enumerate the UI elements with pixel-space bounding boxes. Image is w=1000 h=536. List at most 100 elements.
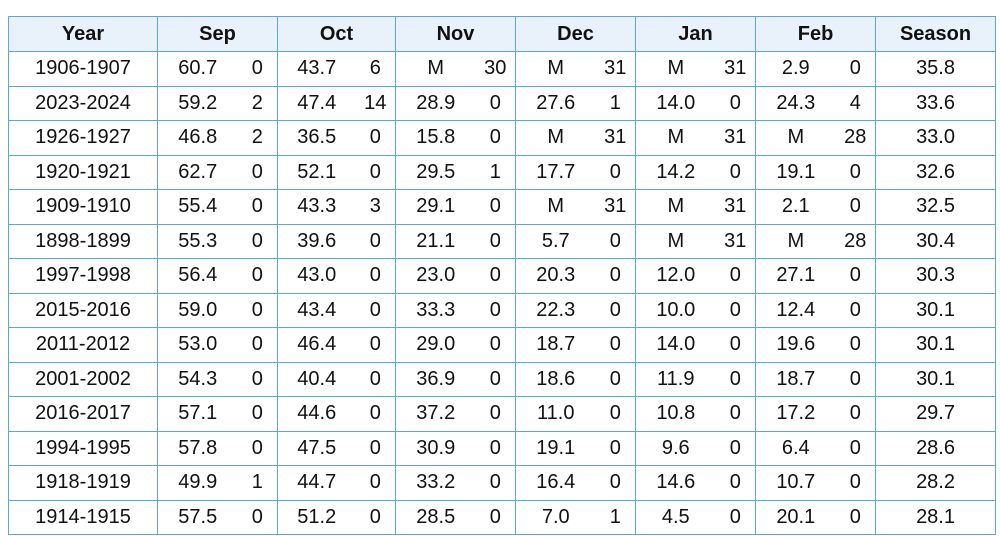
- data-row: 1906-1907 60.7 0 43.7 6 M 30 M 31 M 31 2.9 0 35.8: [8, 51, 997, 87]
- season-cell: 32.5: [875, 189, 997, 225]
- days-cell: 1: [595, 85, 637, 121]
- year-cell: 1898-1899: [8, 223, 158, 259]
- snowfall-cell: 5.7: [515, 223, 596, 259]
- days-cell: 0: [595, 327, 637, 363]
- days-cell: 0: [475, 258, 517, 294]
- year-cell: 1920-1921: [8, 154, 158, 190]
- days-cell: 0: [237, 396, 278, 432]
- snowfall-cell: 28.9: [395, 85, 476, 121]
- days-cell: 0: [595, 258, 637, 294]
- days-cell: 0: [595, 396, 637, 432]
- days-cell: 4: [835, 85, 877, 121]
- days-cell: 1: [595, 499, 637, 535]
- data-row: 1909-1910 55.4 0 43.3 3 29.1 0 M 31 M 31 2.1 0 32.5: [8, 189, 997, 225]
- snowfall-cell: 59.0: [157, 292, 238, 328]
- snowfall-cell: 7.0: [515, 499, 596, 535]
- snowfall-cell: 27.6: [515, 85, 596, 121]
- header-cell: Season: [875, 16, 997, 52]
- days-cell: 0: [595, 361, 637, 397]
- days-cell: 0: [237, 154, 278, 190]
- snowfall-cell: 43.7: [277, 51, 356, 87]
- days-cell: 0: [355, 258, 396, 294]
- days-cell: 31: [595, 120, 637, 156]
- snowfall-cell: 30.9: [395, 430, 476, 466]
- days-cell: 0: [475, 361, 517, 397]
- days-cell: 0: [475, 465, 517, 501]
- days-cell: 0: [715, 85, 757, 121]
- days-cell: 0: [355, 292, 396, 328]
- snowfall-cell: 18.7: [755, 361, 836, 397]
- snowfall-cell: 15.8: [395, 120, 476, 156]
- days-cell: 0: [715, 465, 757, 501]
- days-cell: 0: [835, 327, 877, 363]
- header-cell: Oct: [277, 16, 396, 52]
- table-body: 1906-1907 60.7 0 43.7 6 M 30 M 31 M 31 2.9 0 35.8 2023…: [8, 51, 997, 535]
- snowfall-cell: 56.4: [157, 258, 238, 294]
- snowfall-cell: 44.7: [277, 465, 356, 501]
- snowfall-cell: 60.7: [157, 51, 238, 87]
- days-cell: 30: [475, 51, 517, 87]
- days-cell: 2: [237, 120, 278, 156]
- year-cell: 2016-2017: [8, 396, 158, 432]
- year-cell: 2015-2016: [8, 292, 158, 328]
- days-cell: 0: [237, 430, 278, 466]
- days-cell: 0: [355, 465, 396, 501]
- days-cell: 0: [355, 396, 396, 432]
- days-cell: 0: [715, 327, 757, 363]
- snowfall-cell: 6.4: [755, 430, 836, 466]
- snowfall-cell: 57.1: [157, 396, 238, 432]
- days-cell: 0: [835, 51, 877, 87]
- snowfall-cell: 43.4: [277, 292, 356, 328]
- snowfall-cell: 19.1: [515, 430, 596, 466]
- snowfall-cell: 54.3: [157, 361, 238, 397]
- snowfall-cell: 12.0: [635, 258, 716, 294]
- snowfall-cell: 53.0: [157, 327, 238, 363]
- days-cell: 0: [355, 327, 396, 363]
- days-cell: 0: [835, 499, 877, 535]
- days-cell: 0: [835, 430, 877, 466]
- days-cell: 0: [835, 154, 877, 190]
- snowfall-cell: 9.6: [635, 430, 716, 466]
- data-row: 1920-1921 62.7 0 52.1 0 29.5 1 17.7 0 14.2 0 19.1 0 3…: [8, 154, 997, 190]
- days-cell: 0: [475, 499, 517, 535]
- snowfall-cell: 2.1: [755, 189, 836, 225]
- year-cell: 1926-1927: [8, 120, 158, 156]
- days-cell: 0: [355, 499, 396, 535]
- days-cell: 31: [595, 189, 637, 225]
- days-cell: 0: [355, 361, 396, 397]
- snowfall-cell: 24.3: [755, 85, 836, 121]
- snowfall-cell: 47.5: [277, 430, 356, 466]
- snowfall-cell: 19.1: [755, 154, 836, 190]
- snowfall-cell: 29.1: [395, 189, 476, 225]
- snowfall-cell: 21.1: [395, 223, 476, 259]
- snowfall-cell: 2.9: [755, 51, 836, 87]
- snowfall-cell: 62.7: [157, 154, 238, 190]
- season-cell: 32.6: [875, 154, 997, 190]
- season-cell: 35.8: [875, 51, 997, 87]
- snowfall-cell: M: [515, 189, 596, 225]
- year-cell: 1994-1995: [8, 430, 158, 466]
- data-row: 2015-2016 59.0 0 43.4 0 33.3 0 22.3 0 10.0 0 12.4 0 3…: [8, 292, 997, 328]
- snowfall-cell: 47.4: [277, 85, 356, 121]
- snowfall-cell: 29.5: [395, 154, 476, 190]
- snowfall-cell: M: [635, 189, 716, 225]
- days-cell: 0: [237, 223, 278, 259]
- data-row: 1994-1995 57.8 0 47.5 0 30.9 0 19.1 0 9.6 0 6.4 0 28.…: [8, 430, 997, 466]
- days-cell: 0: [715, 396, 757, 432]
- season-cell: 28.2: [875, 465, 997, 501]
- snowfall-cell: 37.2: [395, 396, 476, 432]
- days-cell: 0: [715, 258, 757, 294]
- season-cell: 33.6: [875, 85, 997, 121]
- snowfall-cell: 19.6: [755, 327, 836, 363]
- table-container: Year Sep Oct Nov Dec Jan Feb Season 1906-1907 60…: [8, 16, 997, 535]
- snowfall-cell: 17.2: [755, 396, 836, 432]
- days-cell: 0: [715, 361, 757, 397]
- header-cell: Sep: [157, 16, 278, 52]
- days-cell: 0: [237, 361, 278, 397]
- snowfall-cell: 10.7: [755, 465, 836, 501]
- snowfall-cell: 59.2: [157, 85, 238, 121]
- snowfall-cell: M: [635, 120, 716, 156]
- season-cell: 30.1: [875, 361, 997, 397]
- days-cell: 14: [355, 85, 396, 121]
- days-cell: 6: [355, 51, 396, 87]
